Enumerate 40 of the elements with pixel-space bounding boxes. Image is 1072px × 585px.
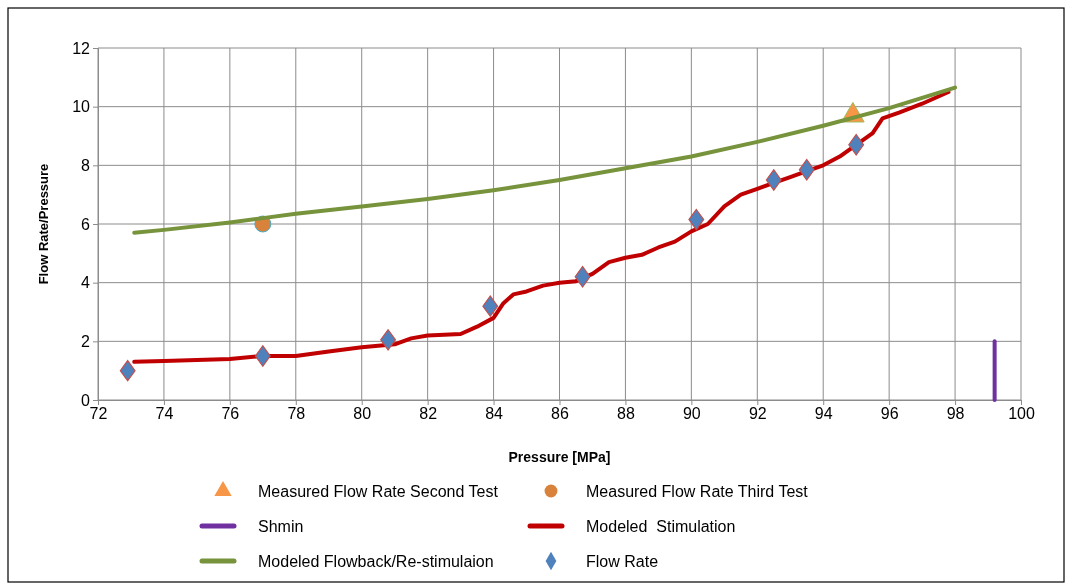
- x-tick-label: 96: [880, 405, 899, 423]
- y-tick-label: 2: [81, 332, 91, 350]
- y-tick-label: 0: [81, 391, 91, 409]
- x-tick-label: 100: [1008, 405, 1035, 423]
- legend-label: Measured Flow Rate Third Test: [586, 483, 809, 500]
- x-tick-label: 92: [748, 405, 767, 423]
- x-tick-label: 98: [946, 405, 965, 423]
- y-tick-label: 10: [72, 98, 91, 116]
- line-series: [132, 85, 958, 235]
- x-tick-label: 76: [221, 405, 240, 423]
- point: [482, 295, 499, 317]
- x-tick-label: 90: [682, 405, 701, 423]
- point: [119, 359, 136, 382]
- legend-label: Modeled Stimulation: [586, 518, 736, 535]
- x-tick-label: 86: [551, 405, 569, 423]
- y-tick-label: 4: [81, 274, 91, 292]
- x-tick-label: 94: [814, 405, 833, 423]
- legend-label: Modeled Flowback/Re-stimulaion: [258, 553, 494, 570]
- x-tick-label: 84: [485, 405, 504, 423]
- y-tick-label: 8: [81, 156, 91, 174]
- y-tick-label: 12: [72, 39, 91, 57]
- point: [574, 266, 591, 288]
- x-tick-label: 88: [617, 405, 635, 423]
- point: [798, 158, 815, 181]
- point: [688, 208, 705, 231]
- x-tick-label: 78: [287, 405, 306, 423]
- y-tick-label: 6: [81, 215, 91, 233]
- y-axis-title: Flow Rate/Pressure: [36, 163, 51, 285]
- x-tick-label: 82: [419, 405, 438, 423]
- x-tick-label: 80: [353, 405, 372, 423]
- point: [254, 345, 271, 367]
- legend-label: Shmin: [258, 518, 304, 535]
- legend-label: Flow Rate: [586, 553, 659, 570]
- x-tick-label: 74: [155, 405, 174, 423]
- x-axis-title: Pressure [MPa]: [508, 449, 611, 465]
- legend-label: Measured Flow Rate Second Test: [258, 483, 499, 500]
- x-tick-label: 72: [89, 405, 108, 423]
- point: [380, 329, 396, 351]
- point: [765, 169, 782, 191]
- point: [848, 134, 865, 156]
